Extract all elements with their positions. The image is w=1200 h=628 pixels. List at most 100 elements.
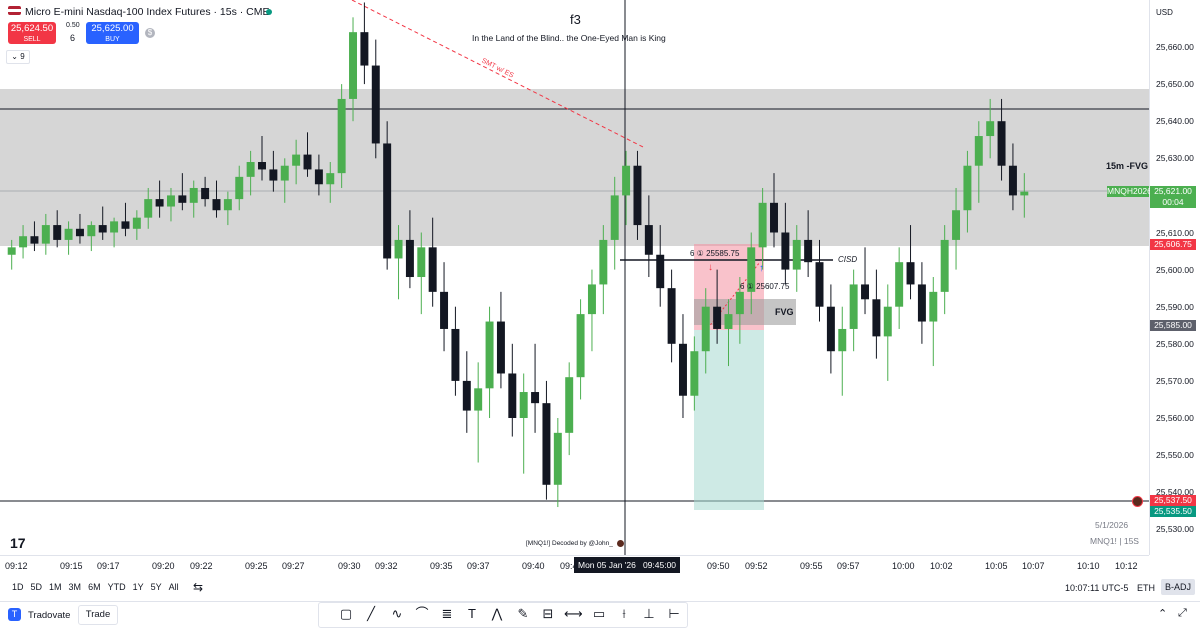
text-tool-icon[interactable]: T [468, 606, 476, 621]
buy-button[interactable]: 25,625.00 BUY [86, 22, 139, 44]
broker-name[interactable]: Tradovate [28, 610, 71, 621]
candle-body [952, 210, 961, 240]
candle-body [394, 239, 403, 259]
time-tick: 09:30 [338, 561, 361, 571]
indicator-count: 9 [20, 52, 25, 61]
alert-marker-icon[interactable] [1132, 496, 1143, 507]
watermark-text: [MNQ1!] Decoded by @John_ [526, 540, 613, 548]
symbol-title[interactable]: Micro E-mini Nasdaq-100 Index Futures · … [25, 6, 270, 18]
tradingview-logo[interactable]: 17 [10, 535, 26, 551]
candle-body [303, 154, 312, 170]
quantity-field[interactable]: 6 [70, 33, 76, 43]
order-label-2[interactable]: 6 ① 25607.75 [740, 282, 790, 291]
candle-body [861, 284, 870, 300]
candle-body [371, 65, 380, 144]
session-toggle[interactable]: ETH [1137, 583, 1155, 593]
vertical-line-tool-icon[interactable]: ⟊ [622, 606, 626, 621]
candle-body [223, 199, 232, 211]
range-button-3m[interactable]: 3M [68, 582, 82, 592]
current-price: 25,621.00 [1154, 186, 1192, 196]
time-tick: 09:35 [430, 561, 453, 571]
trade-tab[interactable]: Trade [78, 605, 118, 625]
candle-body [53, 225, 62, 240]
candle-body [1008, 165, 1017, 196]
price-axis[interactable] [1149, 0, 1200, 555]
watermark-logo-icon [616, 540, 624, 547]
curve-tool-icon[interactable]: ⌒ [415, 606, 429, 621]
candle-body [531, 392, 540, 404]
goto-date-icon[interactable]: ⇆ [193, 580, 204, 594]
candle-body [75, 228, 84, 237]
rectangle-tool-icon[interactable]: ▢ [339, 606, 353, 621]
time-tick: 09:57 [837, 561, 860, 571]
chart-canvas[interactable]: Micro E-mini Nasdaq-100 Index Futures · … [0, 0, 1149, 555]
time-tick: 10:07 [1022, 561, 1045, 571]
fullscreen-icon[interactable]: ⤢ [1178, 607, 1187, 619]
range-button-all[interactable]: All [168, 582, 179, 592]
range-button-6m[interactable]: 6M [88, 582, 101, 592]
candle-body [929, 291, 938, 322]
range-button-5y[interactable]: 5Y [150, 582, 162, 592]
range-tool-icon[interactable]: ⊥ [643, 606, 655, 621]
candle-body [144, 199, 153, 218]
callout-tool-icon[interactable]: ▭ [592, 606, 606, 621]
candle-body [883, 306, 892, 337]
target-zone [694, 330, 764, 510]
price-tick: 25,580.00 [1156, 338, 1194, 349]
candle-body [462, 380, 471, 411]
info-icon[interactable]: $ [145, 28, 155, 38]
range-button-1d[interactable]: 1D [12, 582, 24, 592]
candle-body [258, 162, 266, 170]
countdown: 00:04 [1162, 197, 1184, 207]
price-tag-green-bottom: 25,535.50 [1150, 506, 1196, 517]
candle-body [610, 195, 619, 240]
tradovate-logo-icon: T [8, 608, 21, 621]
candle-body [758, 202, 767, 248]
brush-tool-icon[interactable]: ✎ [517, 606, 529, 621]
measure-tool-icon[interactable]: ⊢ [668, 606, 680, 621]
range-button-1m[interactable]: 1M [49, 582, 62, 592]
candle-body [735, 291, 744, 315]
range-button-5d[interactable]: 5D [30, 582, 43, 592]
collapse-chevron-icon[interactable]: ⌃ [1158, 608, 1168, 620]
path-tool-icon[interactable]: ∿ [391, 606, 403, 621]
indicators-toggle[interactable]: ⌄ 9 [6, 50, 30, 64]
currency-selector[interactable]: USD [1156, 8, 1173, 17]
range-button-ytd[interactable]: YTD [107, 582, 126, 592]
fvg-15m-zone [0, 89, 1149, 246]
candle-body [826, 306, 835, 352]
candle-body [872, 299, 881, 337]
fib-tool-icon[interactable]: ≣ [441, 606, 453, 621]
adjustment-toggle[interactable]: B-ADJ [1161, 579, 1195, 595]
candle-body [292, 154, 301, 166]
candle-body [189, 187, 198, 203]
candles-group [7, 2, 1029, 508]
price-tick: 25,530.00 [1156, 524, 1194, 535]
cisd-label: CISD [838, 255, 858, 264]
candle-body [542, 403, 551, 485]
pattern-tool-icon[interactable]: ⋀ [491, 606, 503, 621]
candle-body [87, 225, 96, 237]
range-button-1y[interactable]: 1Y [132, 582, 144, 592]
smt-trendline [351, 0, 646, 149]
time-tick: 09:37 [467, 561, 490, 571]
candle-body [917, 284, 926, 322]
price-tick: 25,610.00 [1156, 227, 1194, 238]
ray-tool-icon[interactable]: ⟷ [564, 606, 583, 621]
candle-body [963, 165, 972, 211]
candle-body [940, 239, 949, 292]
spread-value: 0.50 [66, 22, 80, 29]
clock[interactable]: 10:07:11 UTC-5 [1065, 583, 1129, 593]
time-tick: 09:22 [190, 561, 213, 571]
candle-body [701, 306, 710, 352]
candle-body [474, 388, 483, 411]
sell-button[interactable]: 25,624.50 SELL [8, 22, 56, 44]
time-tick: 09:27 [282, 561, 305, 571]
market-open-dot [266, 9, 272, 15]
order-label-1[interactable]: 6 ① 25585.75 [690, 249, 740, 258]
candle-body [212, 199, 221, 211]
position-tool-icon[interactable]: ⊟ [542, 606, 554, 621]
instrument-label: MNQ1! | 15S [1090, 536, 1139, 546]
line-tool-icon[interactable]: ╱ [367, 606, 375, 621]
us-flag-icon [8, 6, 21, 15]
